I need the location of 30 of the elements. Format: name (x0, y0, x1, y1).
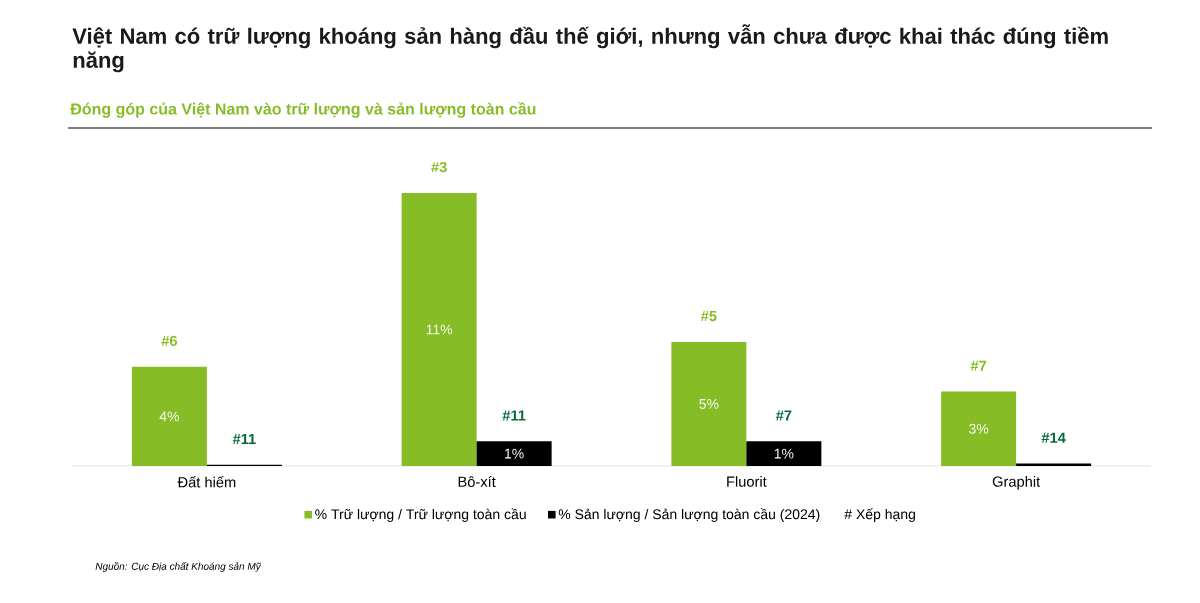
legend-label: % Trữ lượng / Trữ lượng toàn cầu (315, 508, 526, 522)
text: Nguồn: Cục Địa chất Khoáng sản Mỹ (95, 562, 262, 572)
chart-subtitle: Đóng góp của Việt Nam vào trữ lượng và sản lượng toàn cầu (70, 102, 536, 118)
x-tick-label: Bô-xít (458, 476, 496, 487)
annotation: #3 (431, 161, 447, 173)
annotation: #11 (232, 433, 256, 445)
legend-label: % Sản lượng / Sản lượng toàn cầu (2024) (558, 508, 820, 522)
annotation: #7 (775, 410, 792, 421)
bar (131, 366, 207, 466)
annotation: #6 (161, 335, 178, 347)
bar (941, 391, 1017, 466)
x-tick-label: Graphit (992, 476, 1041, 490)
x-tick-label: Fluorit (727, 476, 767, 487)
data-label: 4% (159, 411, 179, 422)
data-label: 5% (699, 399, 719, 409)
chart-title: Việt Nam có trữ lượng khoáng sản hàng đầu thế giới, nhưng vẫn chưa được khai thác đúng tiềm năng (72, 24, 1108, 73)
annotation: #7 (970, 360, 987, 371)
bar (401, 192, 477, 466)
data-label: 1% (505, 448, 524, 459)
bar (476, 441, 552, 466)
annotation: #14 (1041, 432, 1066, 443)
bar (671, 341, 747, 466)
x-tick-label: Đất hiếm (177, 476, 236, 488)
annotation: #5 (700, 310, 717, 322)
data-label: 3% (969, 423, 989, 434)
bar (746, 441, 822, 466)
data-label: 11% (426, 324, 453, 335)
data-label: 1% (774, 448, 794, 459)
annotation: #11 (502, 410, 526, 421)
text: # Xếp hạng (844, 508, 915, 522)
